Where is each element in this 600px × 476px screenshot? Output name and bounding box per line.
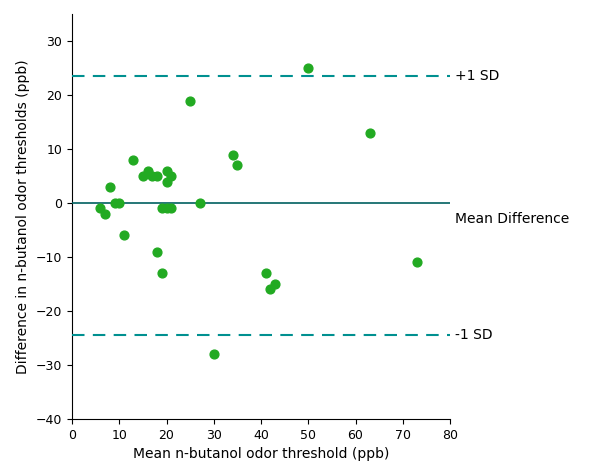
Point: [148, 172, 157, 180]
Point: [119, 232, 129, 239]
Point: [162, 167, 172, 175]
X-axis label: Mean n-butanol odor threshold (ppb): Mean n-butanol odor threshold (ppb): [133, 447, 389, 461]
Point: [110, 199, 119, 207]
Point: [105, 183, 115, 191]
Text: -1 SD: -1 SD: [455, 328, 493, 342]
Point: [100, 210, 110, 218]
Point: [365, 129, 374, 137]
Text: Mean Difference: Mean Difference: [455, 212, 569, 226]
Point: [162, 178, 172, 185]
Point: [138, 172, 148, 180]
Point: [233, 161, 242, 169]
Point: [266, 286, 275, 293]
Text: +1 SD: +1 SD: [455, 69, 499, 83]
Point: [228, 151, 238, 159]
Point: [152, 248, 162, 256]
Point: [261, 269, 271, 277]
Point: [95, 205, 105, 212]
Point: [166, 205, 176, 212]
Point: [271, 280, 280, 288]
Y-axis label: Difference in n-butanol odor thresholds (ppb): Difference in n-butanol odor thresholds …: [16, 60, 31, 374]
Point: [195, 199, 205, 207]
Point: [152, 172, 162, 180]
Point: [162, 205, 172, 212]
Point: [157, 269, 167, 277]
Point: [209, 350, 218, 358]
Point: [166, 172, 176, 180]
Point: [304, 64, 313, 72]
Point: [185, 97, 195, 104]
Point: [143, 167, 152, 175]
Point: [412, 258, 422, 266]
Point: [115, 199, 124, 207]
Point: [157, 205, 167, 212]
Point: [128, 156, 138, 164]
